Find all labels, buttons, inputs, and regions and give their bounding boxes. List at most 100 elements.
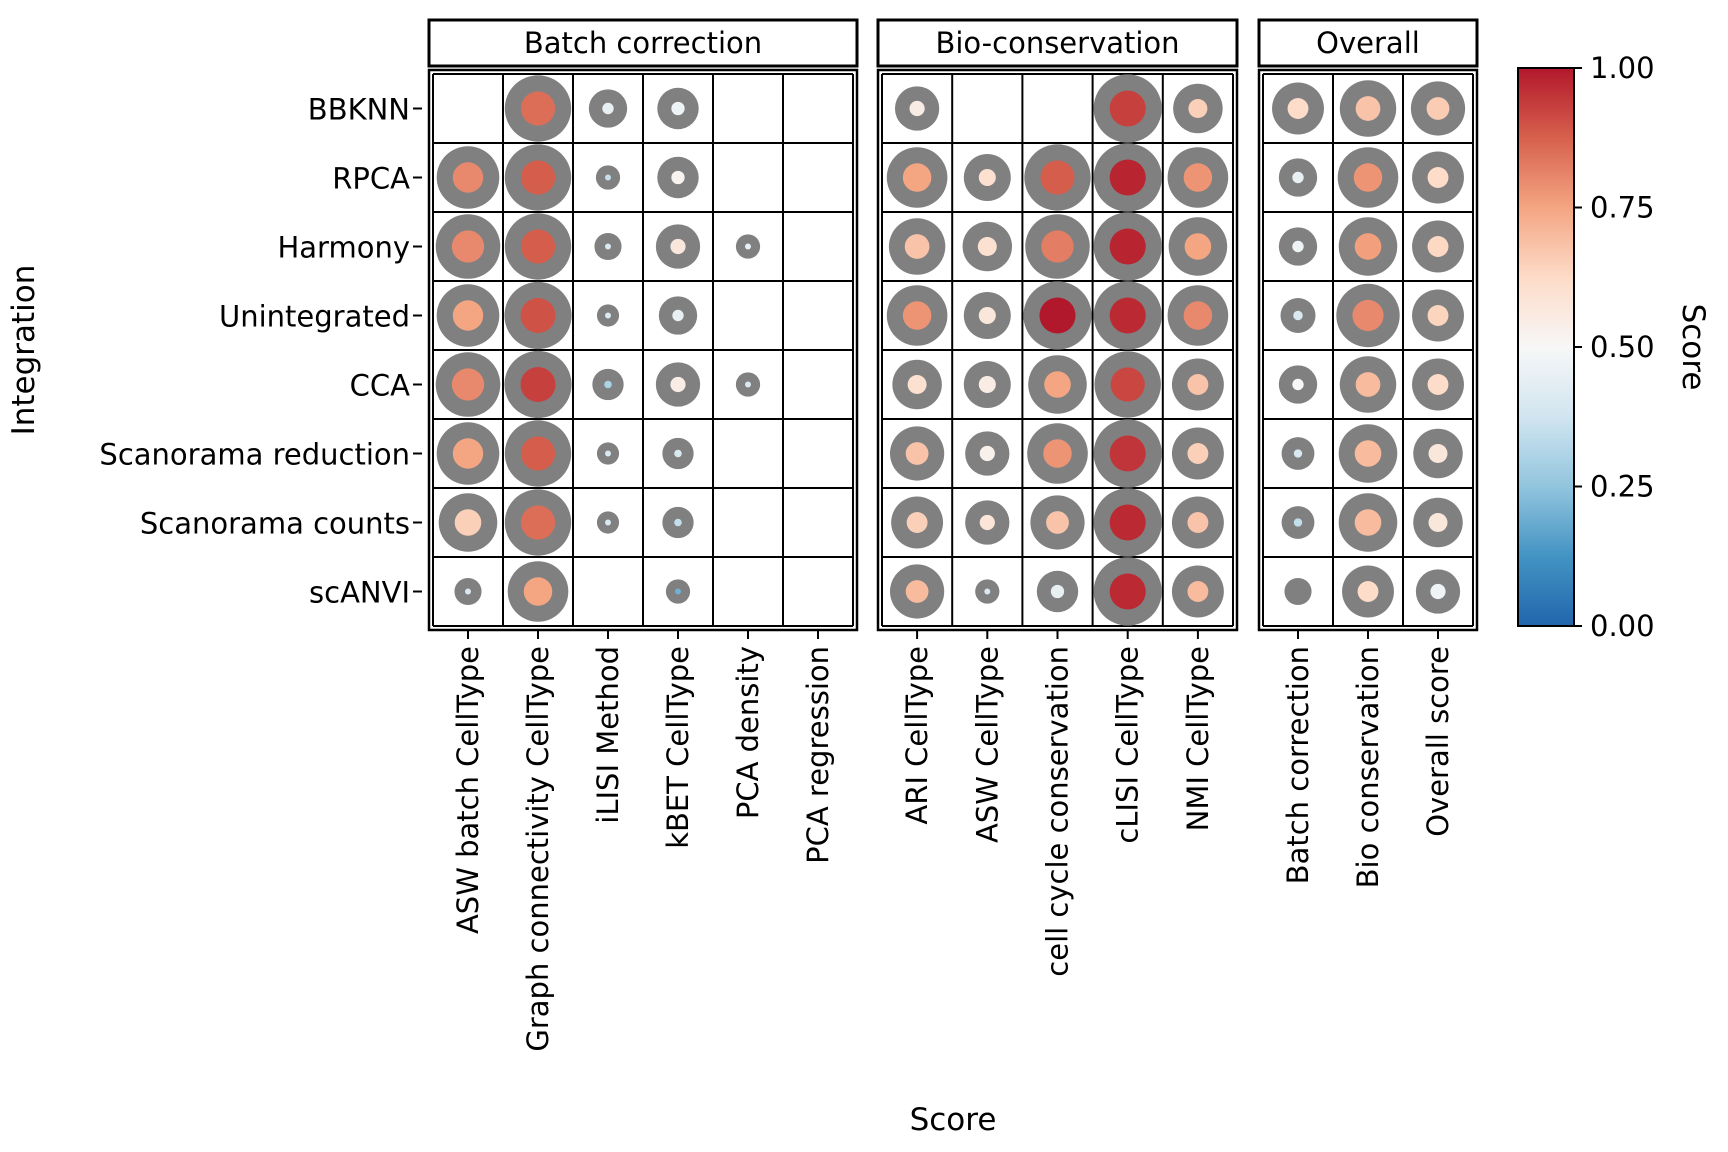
dot-fill [674, 518, 682, 527]
score-dot [1093, 488, 1162, 557]
column-label: kBET CellType [661, 646, 695, 849]
score-dot [655, 224, 701, 269]
score-dot [1338, 424, 1398, 483]
panel: Batch correction ASW batch CellType Graph … [427, 18, 859, 1052]
column-label: PCA density [731, 646, 765, 819]
score-dot [1412, 151, 1464, 204]
score-dot [595, 165, 621, 190]
row-label: Unintegrated [219, 300, 410, 334]
score-dot [1413, 497, 1463, 548]
score-dot [1278, 158, 1318, 197]
score-dot [504, 213, 572, 280]
score-dot [1338, 217, 1398, 276]
dot-fill [520, 298, 556, 333]
score-dot [1336, 283, 1400, 348]
column-label: cell cycle conservation [1041, 646, 1075, 977]
score-dot [504, 489, 572, 556]
dot-fill [523, 577, 553, 606]
dot-fill [520, 436, 556, 471]
score-dot [592, 368, 624, 401]
score-dot [1338, 493, 1398, 552]
column-label: ASW batch CellType [451, 646, 485, 934]
colorbar-tick-label: 0.50 [1590, 330, 1655, 364]
score-dot [1278, 227, 1318, 266]
dot-fill [1188, 99, 1208, 118]
column-label: iLISI Method [591, 646, 625, 824]
dot-fill [1427, 236, 1449, 257]
dot-fill [452, 162, 484, 193]
score-dot [1171, 496, 1224, 549]
score-dot [594, 232, 622, 261]
score-dot [1093, 212, 1162, 281]
panel-header [427, 18, 859, 68]
column-label: ARI CellType [900, 646, 934, 825]
dot-fill [1293, 310, 1303, 321]
score-dot [658, 296, 698, 335]
dot-fill [978, 306, 996, 325]
score-dot [1337, 147, 1399, 208]
panel-title: Overall [1316, 26, 1420, 60]
score-dot [1093, 143, 1162, 212]
score-dot [1171, 427, 1224, 480]
score-dot [1027, 423, 1088, 484]
score-dot [965, 431, 1010, 476]
dot-fill [745, 381, 751, 388]
dot-fill [1287, 98, 1309, 119]
column-label: NMI CellType [1181, 646, 1215, 831]
row-label: CCA [350, 369, 410, 403]
score-dot [886, 147, 948, 208]
colorbar-label: Score [1675, 304, 1711, 391]
dot-fill [978, 375, 996, 394]
dot-fill [452, 300, 484, 331]
score-dot [596, 304, 620, 327]
score-dot [665, 579, 691, 604]
dot-fill [605, 450, 611, 457]
score-dot [886, 285, 948, 346]
dot-fill [979, 445, 995, 462]
dot-fill [1044, 371, 1071, 398]
score-dot [1280, 298, 1316, 333]
dot-fill [605, 519, 611, 526]
dot-fill [1292, 240, 1304, 253]
dot-fill [605, 312, 611, 319]
score-dot [1278, 365, 1318, 404]
colorbar-tick-label: 0.25 [1590, 470, 1655, 504]
dot-fill [602, 102, 614, 115]
score-dot [436, 284, 500, 347]
dot-fill [1428, 513, 1448, 532]
dot-fill [1109, 228, 1146, 265]
column-label: PCA regression [801, 646, 835, 864]
score-dot [655, 362, 701, 407]
panel-header [1257, 18, 1479, 68]
row-label: Harmony [277, 231, 410, 265]
score-dot [1094, 351, 1161, 418]
dot-fill [1187, 374, 1209, 395]
dot-fill [1427, 305, 1449, 326]
score-dot [1415, 569, 1461, 614]
score-dot [892, 359, 942, 410]
score-dot [1171, 358, 1224, 411]
score-dot [507, 561, 569, 622]
dot-fill [520, 505, 556, 540]
dot-fill [902, 301, 932, 330]
colorbar: 0.00 0.25 0.50 0.75 1.00 [1517, 51, 1655, 643]
dot-fill [1187, 512, 1209, 533]
colorbar-gradient [1517, 67, 1575, 627]
score-dot [1168, 217, 1228, 276]
score-dot [1028, 355, 1087, 414]
panel-title: Batch correction [524, 26, 762, 60]
dot-fill [605, 243, 611, 250]
dot-fill [1430, 583, 1446, 600]
score-dot [1342, 565, 1394, 618]
dot-fill [1292, 171, 1304, 184]
score-dot [1167, 285, 1229, 346]
dot-fill [465, 588, 471, 595]
dot-fill [904, 234, 930, 259]
score-dot [662, 437, 694, 470]
score-dot [1171, 565, 1224, 618]
dot-fill [1353, 163, 1383, 192]
score-dot [1093, 74, 1162, 143]
colorbar-tick-label: 0.00 [1590, 609, 1655, 643]
score-dot [889, 564, 945, 619]
x-axis-label: Score [910, 1102, 997, 1138]
